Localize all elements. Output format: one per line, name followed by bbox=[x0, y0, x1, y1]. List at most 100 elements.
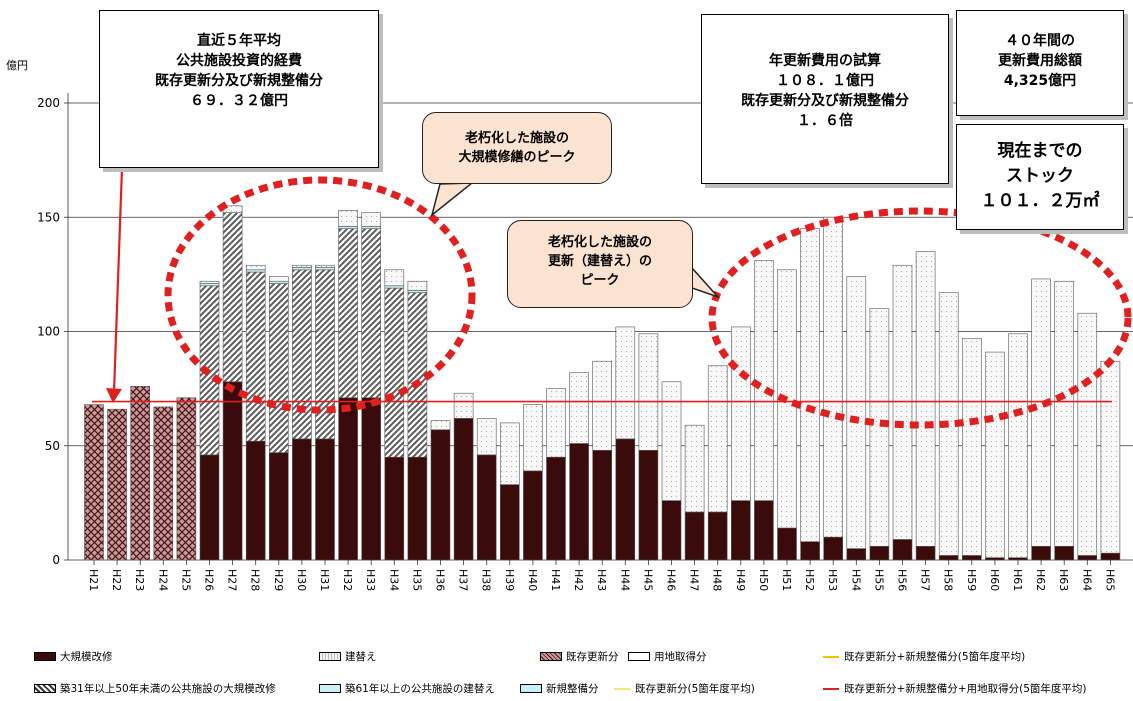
avg-5yr-box: 直近５年平均 公共施設投資的経費 既存更新分及び新規整備分 ６９．３２億円 bbox=[99, 10, 379, 168]
bar-H37-series-1 bbox=[453, 418, 474, 561]
avg-5yr-line4: ６９．３２億円 bbox=[190, 93, 288, 109]
avg-5yr-line2: 公共施設投資的経費 bbox=[176, 53, 302, 69]
legend-label-0: 大規模改修 bbox=[60, 651, 113, 663]
bar-H22-series-0 bbox=[107, 408, 127, 561]
bar-H43-series-1 bbox=[592, 450, 613, 561]
bar-H35-series-4 bbox=[407, 280, 428, 291]
stock-line1: 現在までの bbox=[997, 141, 1083, 161]
x-tick-label-H62: H62 bbox=[1034, 569, 1047, 591]
x-tick-label-H25: H25 bbox=[179, 569, 192, 591]
bar-H41-series-4 bbox=[546, 388, 566, 458]
total-line1: ４０年間の bbox=[1005, 33, 1075, 49]
trial-line4: １．６倍 bbox=[797, 113, 853, 129]
bar-H31-series-2 bbox=[315, 269, 335, 440]
x-tick-label-H46: H46 bbox=[665, 569, 678, 591]
renew-peak-line2: 更新（建替え）の bbox=[547, 254, 652, 269]
bar-H33-series-4 bbox=[361, 212, 382, 227]
legend-swatch-3 bbox=[628, 652, 650, 661]
x-tick-label-H55: H55 bbox=[872, 569, 885, 591]
bar-H30-series-1 bbox=[292, 438, 312, 561]
avg-5yr-line3: 既存更新分及び新規整備分 bbox=[155, 73, 323, 89]
x-tick-label-H24: H24 bbox=[156, 569, 169, 591]
bar-H29-series-1 bbox=[268, 452, 289, 561]
bar-H44-series-4 bbox=[615, 326, 636, 440]
x-tick-label-H48: H48 bbox=[711, 569, 724, 591]
bar-H29-series-3 bbox=[268, 280, 289, 284]
x-tick-label-H54: H54 bbox=[849, 569, 862, 591]
x-tick-label-H50: H50 bbox=[757, 569, 770, 591]
bar-H46-series-1 bbox=[661, 500, 682, 561]
bar-H30-series-4 bbox=[292, 264, 312, 268]
bar-H31-series-3 bbox=[315, 267, 335, 271]
trial-line1: 年更新費用の試算 bbox=[769, 53, 881, 69]
bar-H30-series-3 bbox=[292, 267, 312, 271]
bar-H53-series-1 bbox=[823, 536, 844, 561]
repair-peak-line1: 老朽化した施設の bbox=[464, 131, 569, 146]
bar-H54-series-4 bbox=[846, 276, 867, 549]
legend-label-3: 用地取得分 bbox=[654, 651, 707, 663]
legend-label-6: 築61年以上の公共施設の建替え bbox=[345, 683, 495, 695]
bar-H48-series-1 bbox=[707, 511, 728, 561]
bar-H32-series-1 bbox=[338, 397, 358, 561]
x-tick-label-H51: H51 bbox=[780, 569, 793, 591]
bar-H45-series-1 bbox=[638, 450, 659, 561]
bar-H34-series-3 bbox=[384, 285, 405, 289]
bar-H48-series-4 bbox=[707, 365, 728, 513]
bar-H54-series-1 bbox=[846, 548, 867, 561]
bar-H44-series-1 bbox=[615, 438, 636, 561]
bar-H35-series-3 bbox=[407, 290, 428, 293]
x-tick-label-H61: H61 bbox=[1011, 569, 1024, 591]
renew-callout-tail bbox=[691, 266, 721, 299]
x-tick-label-H22: H22 bbox=[110, 569, 123, 591]
bar-H21-series-0 bbox=[84, 404, 104, 561]
legend-swatch-9 bbox=[823, 687, 839, 690]
bar-H52-series-1 bbox=[800, 541, 820, 561]
x-tick-label-H49: H49 bbox=[734, 569, 747, 591]
x-tick-label-H38: H38 bbox=[480, 569, 493, 591]
legend-swatch-1 bbox=[319, 652, 341, 661]
bar-H41-series-1 bbox=[546, 456, 566, 561]
total-40yr-box: ４０年間の 更新費用総額 4,325億円 bbox=[956, 10, 1124, 116]
x-tick-label-H43: H43 bbox=[595, 569, 608, 591]
bar-H63-series-4 bbox=[1054, 280, 1074, 547]
bar-H57-series-4 bbox=[915, 251, 936, 547]
x-tick-label-H31: H31 bbox=[318, 569, 331, 591]
bar-H55-series-1 bbox=[869, 545, 890, 561]
bar-H35-series-1 bbox=[407, 456, 428, 561]
x-tick-label-H35: H35 bbox=[410, 569, 423, 591]
stock-box: 現在までの ストック １０１．２万㎡ bbox=[956, 124, 1124, 230]
y-tick-label-50: 50 bbox=[45, 439, 60, 453]
bar-H33-series-3 bbox=[361, 226, 382, 229]
stock-line3: １０１．２万㎡ bbox=[980, 191, 1100, 211]
y-tick-label-150: 150 bbox=[37, 210, 60, 224]
bar-H39-series-4 bbox=[499, 422, 520, 485]
renew-peak-line3: ピーク bbox=[580, 273, 620, 288]
bar-H28-series-3 bbox=[245, 269, 266, 273]
x-tick-label-H39: H39 bbox=[503, 569, 516, 591]
legend-item-4: 既存更新分+新規整備分(5箇年度平均) bbox=[823, 649, 1025, 664]
bar-H47-series-4 bbox=[684, 424, 705, 513]
x-tick-label-H42: H42 bbox=[572, 569, 585, 591]
avg-5yr-line1: 直近５年平均 bbox=[197, 33, 281, 49]
avg-arrow-line bbox=[112, 167, 124, 393]
x-tick-label-H58: H58 bbox=[942, 569, 955, 591]
x-tick-label-H52: H52 bbox=[803, 569, 816, 591]
bar-H36-series-1 bbox=[430, 429, 451, 561]
bar-H29-series-2 bbox=[268, 283, 289, 453]
x-tick-label-H32: H32 bbox=[341, 569, 354, 591]
bar-H32-series-2 bbox=[338, 228, 358, 399]
legend-label-7: 新規整備分 bbox=[546, 683, 599, 695]
x-tick-label-H28: H28 bbox=[249, 569, 262, 591]
x-tick-label-H34: H34 bbox=[387, 569, 400, 591]
bar-H61-series-4 bbox=[1008, 333, 1028, 559]
bar-H28-series-2 bbox=[245, 271, 266, 442]
x-tick-label-H33: H33 bbox=[364, 569, 377, 591]
x-tick-label-H44: H44 bbox=[618, 569, 631, 591]
bar-H25-series-0 bbox=[176, 397, 197, 561]
repair-peak-line2: 大規模修繕のピーク bbox=[458, 150, 576, 165]
x-tick-label-H53: H53 bbox=[826, 569, 839, 591]
bar-H27-series-1 bbox=[222, 381, 243, 561]
bar-H28-series-1 bbox=[245, 440, 266, 561]
avg-arrow-head bbox=[106, 388, 122, 403]
